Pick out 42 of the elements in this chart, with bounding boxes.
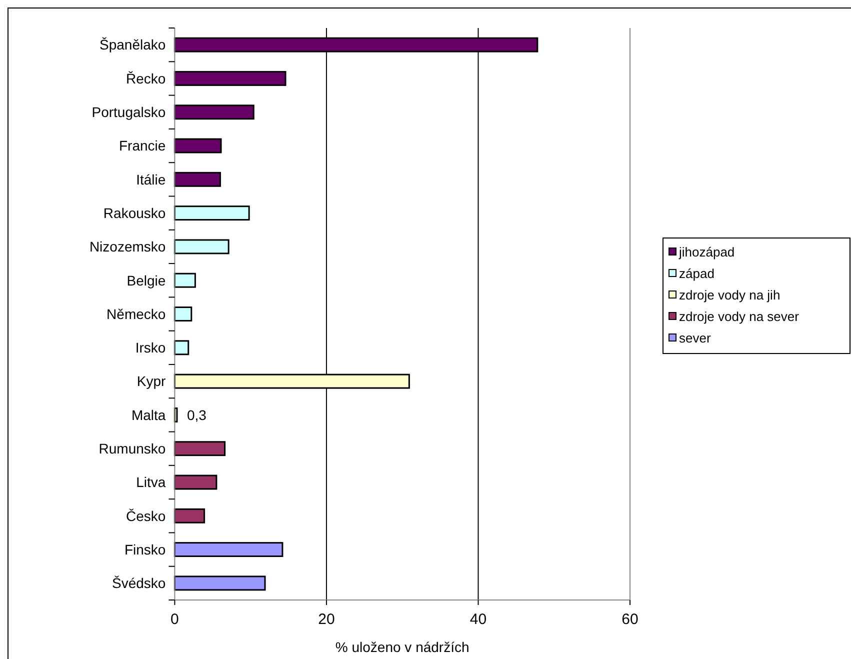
bar [174, 474, 218, 490]
y-tick-label: Německo [106, 306, 166, 322]
bar [174, 70, 286, 86]
y-tick-label: Rumunsko [98, 440, 166, 456]
y-tick-label: Rakousko [103, 204, 166, 221]
y-tick-label: Řecko [126, 70, 166, 86]
x-axis-title: % uloženo v nádržích [335, 639, 470, 655]
y-tick-label: Švédsko [112, 575, 166, 592]
y-tick-label: Malta [131, 406, 166, 423]
data-label: 0,3 [186, 406, 207, 423]
x-tick-label: 20 [318, 611, 335, 628]
y-tick-label: Kypr [136, 373, 166, 390]
bar [174, 138, 222, 154]
y-tick-label: Belgie [126, 272, 166, 288]
legend-label: zdroje vody na sever [679, 309, 800, 324]
bar [174, 542, 284, 558]
bar [174, 576, 266, 591]
legend-label: zdroje vody na jih [679, 288, 780, 303]
legend-label: jihozápad [678, 244, 735, 260]
bar [174, 239, 230, 254]
y-tick-label: Irsko [135, 340, 166, 356]
bar [174, 172, 221, 187]
legend-label: západ [679, 266, 714, 282]
bar [174, 508, 206, 524]
bar [174, 441, 226, 456]
bar [174, 104, 254, 120]
x-tick-label: 40 [470, 611, 487, 628]
x-tick-label: 60 [622, 611, 638, 628]
y-tick-label: Česko [126, 508, 166, 524]
y-tick-label: Francie [119, 138, 166, 154]
y-tick-label: Portugalsko [92, 104, 166, 120]
bar [174, 340, 190, 356]
y-tick-label: Litva [136, 474, 166, 490]
legend-label: sever [679, 330, 712, 346]
bar [174, 306, 192, 322]
y-tick-label: Finsko [124, 541, 166, 558]
y-tick-label: Itálie [136, 171, 166, 188]
x-tick-label: 0 [170, 611, 179, 628]
bar [174, 272, 196, 288]
y-tick-label: Nizozemsko [89, 238, 166, 255]
bar [174, 206, 250, 221]
y-tick-label: Španělako [100, 36, 166, 53]
